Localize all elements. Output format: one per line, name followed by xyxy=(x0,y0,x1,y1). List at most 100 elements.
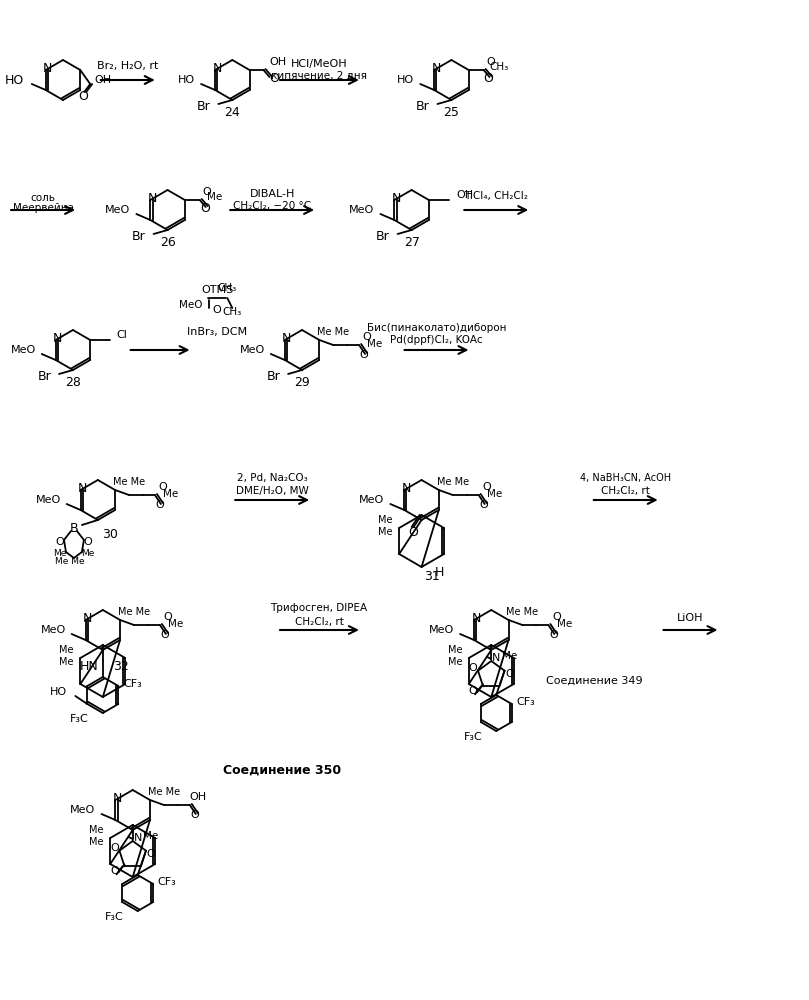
Text: Соединение 350: Соединение 350 xyxy=(223,764,341,776)
Text: O: O xyxy=(78,90,88,103)
Text: Br: Br xyxy=(132,230,146,242)
Text: 24: 24 xyxy=(224,105,240,118)
Text: N: N xyxy=(83,611,92,624)
Text: Me: Me xyxy=(168,619,184,629)
Text: HO: HO xyxy=(178,75,195,85)
Text: LiOH: LiOH xyxy=(677,613,704,623)
Text: OH: OH xyxy=(269,57,286,67)
Text: Me: Me xyxy=(447,657,462,667)
Text: O: O xyxy=(269,72,279,85)
Text: HCl/MeOH: HCl/MeOH xyxy=(290,59,347,69)
Text: CF₃: CF₃ xyxy=(158,877,176,887)
Text: Me Me: Me Me xyxy=(506,607,539,617)
Text: Меервейна: Меервейна xyxy=(13,203,74,213)
Text: N: N xyxy=(492,653,501,663)
Text: 4, NaBH₃CN, AcOH: 4, NaBH₃CN, AcOH xyxy=(580,473,671,483)
Text: CH₃: CH₃ xyxy=(218,283,237,293)
Text: Me: Me xyxy=(378,515,392,525)
Text: N: N xyxy=(133,833,142,843)
Text: Me Me: Me Me xyxy=(55,558,85,566)
Text: O: O xyxy=(213,305,221,315)
Text: H: H xyxy=(434,566,444,578)
Text: O: O xyxy=(190,810,199,820)
Text: Me: Me xyxy=(487,489,502,499)
Text: 30: 30 xyxy=(102,528,118,540)
Text: MeO: MeO xyxy=(36,495,61,505)
Text: Me: Me xyxy=(207,192,222,202)
Text: O: O xyxy=(200,202,210,215)
Text: N: N xyxy=(53,332,62,344)
Text: Me: Me xyxy=(81,550,95,558)
Text: O: O xyxy=(160,630,169,640)
Text: N: N xyxy=(431,62,441,75)
Text: MeO: MeO xyxy=(359,495,384,505)
Text: N: N xyxy=(78,482,87,494)
Text: 25: 25 xyxy=(443,105,460,118)
Text: O: O xyxy=(83,537,92,547)
Text: HO: HO xyxy=(50,687,67,697)
Text: O: O xyxy=(549,630,557,640)
Text: CH₂Cl₂, rt: CH₂Cl₂, rt xyxy=(294,617,343,627)
Text: Cl: Cl xyxy=(116,330,127,340)
Text: Трифосген, DIPEA: Трифосген, DIPEA xyxy=(270,603,367,613)
Text: O: O xyxy=(56,537,65,547)
Text: Br: Br xyxy=(416,100,430,112)
Text: CH₃: CH₃ xyxy=(222,307,242,317)
Text: N: N xyxy=(401,482,411,494)
Text: Me: Me xyxy=(367,339,383,349)
Text: TiCl₄, CH₂Cl₂: TiCl₄, CH₂Cl₂ xyxy=(464,191,528,201)
Text: Me: Me xyxy=(557,619,572,629)
Text: O: O xyxy=(468,663,477,673)
Text: CF₃: CF₃ xyxy=(123,679,142,689)
Text: F₃C: F₃C xyxy=(105,912,124,922)
Text: N: N xyxy=(112,792,122,804)
Text: Me: Me xyxy=(59,657,74,667)
Text: MeO: MeO xyxy=(40,625,66,635)
Text: N: N xyxy=(392,192,401,205)
Text: OH: OH xyxy=(189,792,206,802)
Text: Me: Me xyxy=(143,831,159,841)
Text: N: N xyxy=(282,332,291,344)
Text: Me: Me xyxy=(378,527,392,537)
Text: O: O xyxy=(505,669,514,679)
Text: O: O xyxy=(110,843,119,853)
Text: Me: Me xyxy=(53,550,66,558)
Text: O: O xyxy=(360,350,368,360)
Text: HO: HO xyxy=(397,75,414,85)
Text: Me: Me xyxy=(59,645,74,655)
Text: OH: OH xyxy=(94,75,112,85)
Text: HN: HN xyxy=(79,660,98,674)
Text: 31: 31 xyxy=(424,570,439,584)
Text: MeO: MeO xyxy=(70,805,95,815)
Text: CH₂Cl₂, rt: CH₂Cl₂, rt xyxy=(601,486,650,496)
Text: O: O xyxy=(486,57,495,67)
Text: MeO: MeO xyxy=(239,345,265,355)
Text: 28: 28 xyxy=(65,375,81,388)
Text: N: N xyxy=(147,192,157,205)
Text: O: O xyxy=(146,849,155,859)
Text: Me: Me xyxy=(163,489,179,499)
Text: DIBAL-H: DIBAL-H xyxy=(249,189,294,199)
Text: Бис(пинаколато)диборон: Бис(пинаколато)диборон xyxy=(366,323,506,333)
Text: Br: Br xyxy=(266,369,280,382)
Text: 27: 27 xyxy=(404,235,420,248)
Text: O: O xyxy=(155,500,164,510)
Text: O: O xyxy=(362,332,371,342)
Text: HO: HO xyxy=(5,74,23,87)
Text: InBr₃, DCM: InBr₃, DCM xyxy=(188,327,248,337)
Text: Br: Br xyxy=(197,100,210,112)
Text: DME/H₂O, MW: DME/H₂O, MW xyxy=(235,486,308,496)
Text: O: O xyxy=(163,612,172,622)
Text: 29: 29 xyxy=(294,375,310,388)
Text: MeO: MeO xyxy=(105,205,130,215)
Text: CH₃: CH₃ xyxy=(489,62,508,72)
Text: N: N xyxy=(472,611,481,624)
Text: Me: Me xyxy=(502,651,517,661)
Text: O: O xyxy=(468,686,477,696)
Text: B: B xyxy=(70,522,78,534)
Text: Br: Br xyxy=(37,369,51,382)
Text: Br₂, H₂O, rt: Br₂, H₂O, rt xyxy=(97,61,159,71)
Text: Me Me: Me Me xyxy=(437,477,468,487)
Text: F₃C: F₃C xyxy=(464,732,482,742)
Text: 2, Pd, Na₂CO₃: 2, Pd, Na₂CO₃ xyxy=(237,473,307,483)
